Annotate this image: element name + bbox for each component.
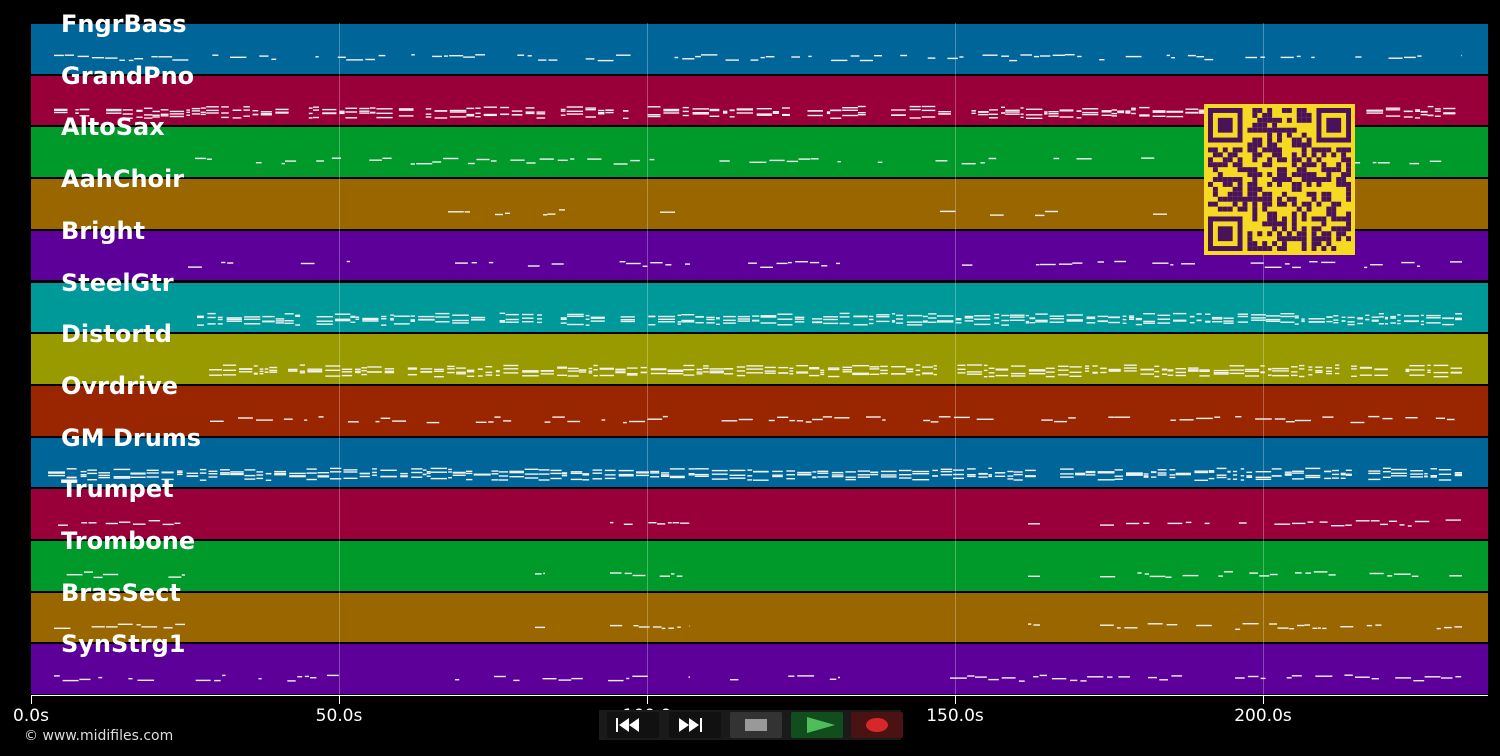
track-lane — [31, 437, 1488, 488]
x-tick — [339, 696, 340, 704]
stop-icon — [745, 719, 767, 731]
track-lane — [31, 592, 1488, 643]
record-icon — [866, 718, 888, 732]
track-label: Trombone — [61, 527, 196, 555]
grid-line — [955, 23, 956, 695]
track-label: Distortd — [61, 320, 172, 349]
track-label: Ovrdrive — [61, 371, 179, 400]
play-icon — [807, 717, 835, 733]
x-axis-line — [31, 695, 1488, 696]
record-button[interactable] — [851, 712, 903, 738]
track-label: AahChoir — [61, 165, 185, 194]
track-lane — [31, 24, 1488, 74]
x-tick — [647, 696, 648, 704]
track-label: FngrBass — [61, 10, 187, 38]
track-lane — [31, 282, 1488, 333]
play-button[interactable] — [791, 712, 843, 738]
track-lane — [31, 541, 1488, 591]
x-tick-label: 200.0s — [1234, 706, 1292, 726]
track-lane — [31, 644, 1488, 695]
x-tick-label: 0.0s — [13, 706, 49, 726]
fast-forward-icon — [679, 718, 702, 732]
track-label: Bright — [61, 216, 146, 245]
grid-line — [1263, 23, 1264, 695]
stop-button[interactable] — [730, 712, 782, 738]
grid-line — [647, 23, 648, 695]
track-label: BrasSect — [61, 578, 181, 607]
track-label: AltoSax — [61, 113, 165, 142]
grid-line — [339, 23, 340, 695]
track-label: SynStrg1 — [61, 630, 186, 659]
x-tick-label: 150.0s — [926, 706, 984, 726]
track-lane — [31, 385, 1488, 436]
qr-code-icon — [1204, 104, 1355, 255]
rewind-icon — [616, 718, 639, 732]
x-tick — [955, 696, 956, 704]
track-lane — [31, 489, 1488, 539]
track-label: SteelGtr — [61, 268, 174, 297]
x-tick — [31, 696, 32, 704]
track-label: GrandPno — [61, 61, 195, 90]
track-label: Trumpet — [61, 475, 174, 504]
copyright-text: © www.midifiles.com — [24, 728, 174, 744]
track-label: GM Drums — [61, 423, 202, 452]
x-tick-label: 50.0s — [315, 706, 363, 726]
x-tick — [1263, 696, 1264, 704]
rewind-button[interactable] — [607, 712, 659, 738]
fast-forward-button[interactable] — [669, 712, 721, 738]
transport-controls — [599, 710, 903, 740]
